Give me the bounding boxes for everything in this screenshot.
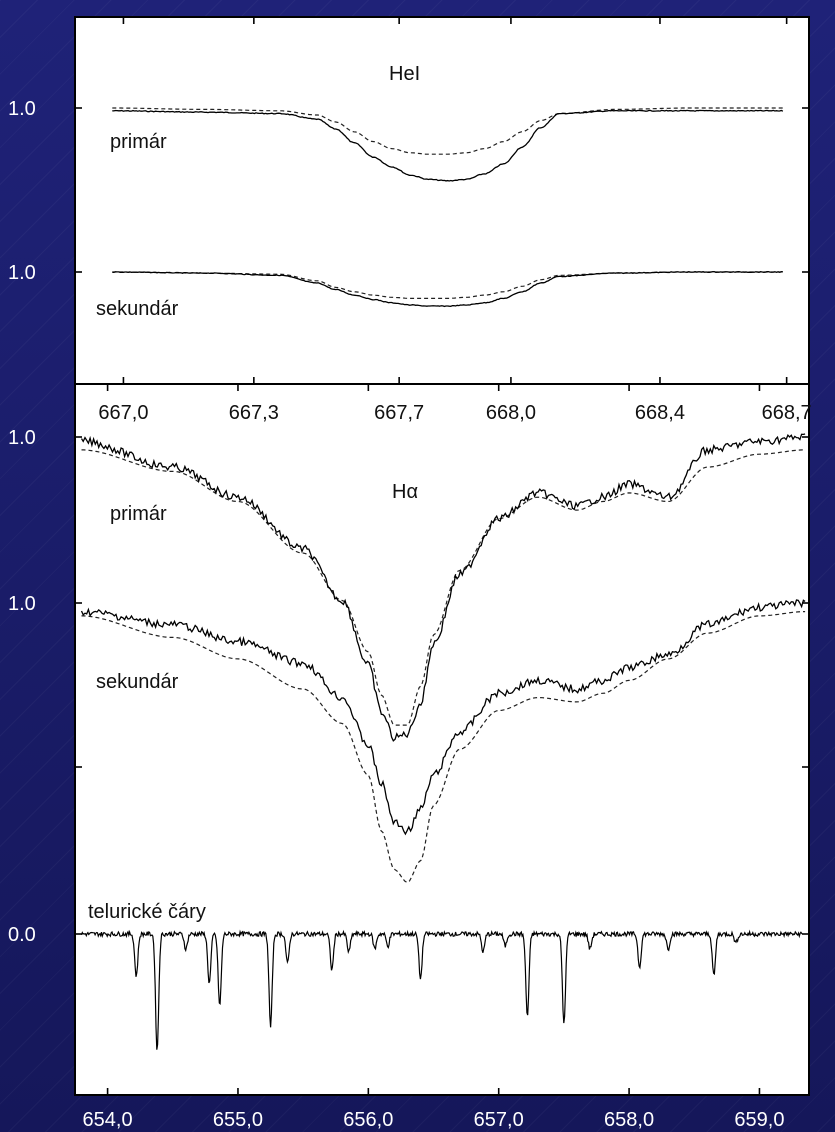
annotation-upper-sekundar: sekundár xyxy=(96,298,179,320)
y-tick-label: 1.0 xyxy=(8,593,36,615)
lower-panel: 654,0 655,0 656,0 657,0 658,0 659,0 1.0 1.0 0.0 xyxy=(8,384,809,1131)
observed-curve-0 xyxy=(80,433,806,742)
model-curve-0 xyxy=(81,449,806,726)
annotation-telluric: telurické čáry xyxy=(88,901,206,923)
y-tick-label: 0.0 xyxy=(8,924,36,946)
x-tick-label: 668,7 xyxy=(762,402,812,424)
observed-curve-0 xyxy=(112,109,784,182)
annotation-hei: HeI xyxy=(389,63,420,85)
annotation-upper-primar: primár xyxy=(110,131,167,153)
y-tick-label: 1.0 xyxy=(8,262,36,284)
x-tick-label: 656,0 xyxy=(343,1109,393,1131)
model-curve-0 xyxy=(112,107,783,155)
annotation-lower-sekundar: sekundár xyxy=(96,671,179,693)
x-tick-label: 655,0 xyxy=(213,1109,263,1131)
annotations: HeI primár sekundár Hα primár sekundár t… xyxy=(88,63,420,923)
x-tick-label: 667,0 xyxy=(98,402,148,424)
y-tick-label: 1.0 xyxy=(8,427,36,449)
y-tick-label: 1.0 xyxy=(8,98,36,120)
x-tick-label: 657,0 xyxy=(474,1109,524,1131)
plot-background xyxy=(75,17,809,1095)
model-curve-1 xyxy=(112,271,783,299)
observed-curve-1 xyxy=(80,599,806,836)
x-tick-label: 667,3 xyxy=(229,402,279,424)
annotation-halpha: Hα xyxy=(392,481,418,503)
upper-panel: 667,0 667,3 667,7 668,0 668,4 668,7 1.0 1.0 xyxy=(8,17,812,424)
x-tick-label: 658,0 xyxy=(604,1109,654,1131)
x-tick-label: 659,0 xyxy=(734,1109,784,1131)
x-tick-label: 667,7 xyxy=(374,402,424,424)
telluric-spectrum xyxy=(80,929,803,1050)
lower-panel-frame xyxy=(74,383,810,1096)
observed-curve-1 xyxy=(112,271,783,308)
annotation-lower-primar: primár xyxy=(110,503,167,525)
x-tick-label: 654,0 xyxy=(83,1109,133,1131)
x-tick-label: 668,0 xyxy=(486,402,536,424)
x-tick-label: 668,4 xyxy=(635,402,685,424)
